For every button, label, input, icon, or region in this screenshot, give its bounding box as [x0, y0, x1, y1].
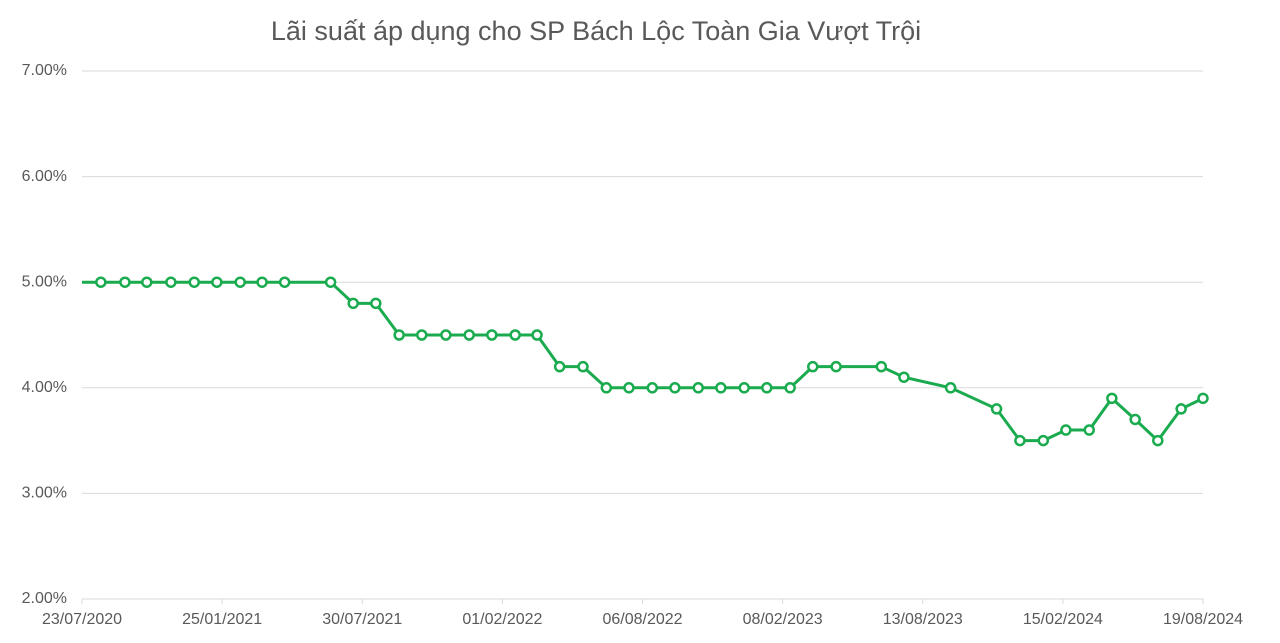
x-tick-label: 23/07/2020 — [42, 611, 122, 628]
marker — [278, 276, 291, 288]
chart-title: Lãi suất áp dụng cho SP Bách Lộc Toàn Gi… — [271, 16, 921, 46]
marker — [324, 276, 337, 288]
marker — [486, 329, 498, 341]
marker — [898, 371, 910, 383]
marker — [141, 276, 153, 288]
marker — [944, 382, 957, 394]
marker — [600, 382, 613, 394]
y-tick-label: 4.00% — [22, 379, 67, 396]
marker — [463, 329, 475, 341]
x-tick-label: 08/02/2023 — [743, 611, 823, 628]
marker — [692, 382, 704, 394]
x-tick-label: 15/02/2024 — [1023, 611, 1103, 628]
marker — [393, 329, 405, 341]
marker — [188, 276, 201, 288]
marker — [1175, 403, 1187, 415]
marker — [256, 276, 268, 288]
x-tick-label: 01/02/2022 — [462, 611, 542, 628]
x-tick-label: 13/08/2023 — [883, 611, 963, 628]
marker — [990, 403, 1003, 415]
marker — [1129, 413, 1141, 426]
marker — [553, 360, 566, 373]
marker — [715, 382, 727, 394]
y-tick-label: 5.00% — [22, 273, 67, 290]
marker — [669, 382, 681, 394]
marker — [416, 329, 428, 341]
marker — [211, 276, 223, 288]
marker — [1060, 424, 1072, 436]
marker — [1152, 434, 1164, 447]
x-tick-label: 19/08/2024 — [1163, 611, 1243, 628]
y-tick-label: 2.00% — [22, 590, 67, 607]
line — [82, 280, 1204, 443]
x-tick-label: 30/07/2021 — [322, 611, 402, 628]
marker — [440, 329, 452, 341]
marker — [738, 382, 750, 394]
marker — [784, 382, 796, 394]
marker — [761, 382, 773, 394]
marker — [509, 329, 521, 341]
marker — [623, 382, 635, 394]
y-tick-label: 3.00% — [22, 485, 67, 502]
marker — [1037, 434, 1050, 447]
marker — [531, 329, 543, 341]
marker — [830, 360, 842, 373]
marker — [234, 276, 246, 288]
marker — [95, 276, 107, 288]
marker — [1014, 434, 1026, 447]
marker — [646, 382, 659, 394]
marker — [165, 276, 177, 288]
y-tick-label: 7.00% — [22, 62, 67, 79]
marker — [807, 360, 819, 373]
marker — [1106, 392, 1118, 405]
marker — [1083, 424, 1095, 436]
marker — [875, 360, 888, 373]
marker — [347, 297, 359, 310]
x-tick-label: 25/01/2021 — [182, 611, 262, 628]
x-tick-label: 06/08/2022 — [602, 611, 682, 628]
y-tick-label: 6.00% — [22, 168, 67, 185]
marker — [370, 297, 382, 310]
marker — [119, 276, 131, 288]
marker — [1197, 392, 1209, 405]
marker — [577, 360, 589, 373]
